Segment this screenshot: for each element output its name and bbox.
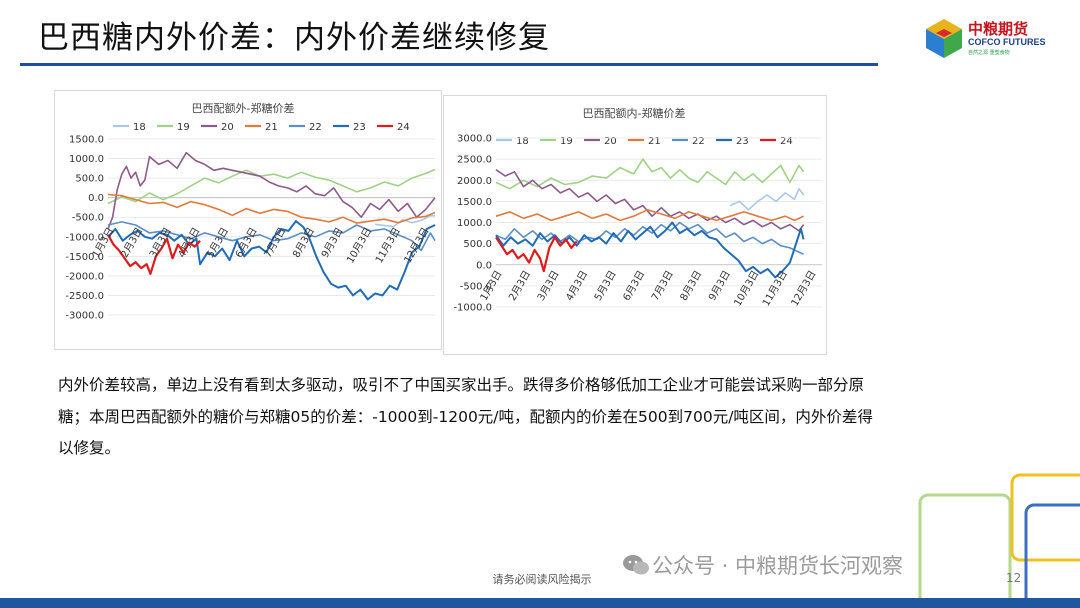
page-number: 12 — [1006, 571, 1022, 585]
series-line-22 — [107, 221, 436, 252]
series-line-23 — [107, 220, 436, 301]
series-line-18 — [729, 187, 805, 211]
logo-slogan: 自然之源 重塑食物 — [968, 50, 1010, 56]
series-line-19 — [107, 168, 436, 205]
y-tick-label: -500.0 — [72, 213, 104, 224]
series-line-23 — [495, 221, 805, 279]
series-line-21 — [107, 193, 436, 224]
legend-label-23: 23 — [353, 122, 366, 133]
y-tick-label: -2500.0 — [65, 291, 104, 302]
y-tick-label: 0.0 — [476, 260, 492, 271]
cofco-logo: 中粮期货 COFCO FUTURES 自然之源 重塑食物 — [922, 16, 1062, 60]
x-tick-label: 12月3日 — [789, 269, 819, 309]
y-tick-label: 1000.0 — [69, 154, 104, 165]
x-tick-label: 8月3日 — [290, 226, 317, 260]
legend-label-21: 21 — [265, 122, 278, 133]
legend-label-21: 21 — [648, 136, 661, 147]
series-line-20 — [495, 169, 805, 232]
x-tick-label: 11月3日 — [760, 269, 790, 309]
y-tick-label: -2000.0 — [65, 271, 104, 282]
wechat-icon — [623, 555, 649, 575]
analysis-paragraph: 内外价差较高，单边上没有看到太多驱动，吸引不了中国买家出手。跌得多价格够低加工企… — [58, 376, 873, 457]
legend-label-20: 20 — [221, 122, 234, 133]
x-tick-label: 12月3日 — [402, 226, 432, 266]
y-tick-label: -1500.0 — [65, 252, 104, 263]
series-line-20 — [107, 151, 436, 230]
legend-label-24: 24 — [780, 136, 793, 147]
y-tick-label: -1000.0 — [65, 232, 104, 243]
logo-cn: 中粮期货 — [968, 20, 1029, 38]
series-line-24 — [107, 234, 201, 275]
y-tick-label: 1000.0 — [457, 218, 492, 229]
y-tick-label: 1500.0 — [69, 135, 104, 146]
series-line-21 — [495, 209, 804, 222]
watermark-text: 公众号 · 中粮期货长河观察 — [652, 554, 904, 578]
legend-label-22: 22 — [692, 136, 705, 147]
y-tick-label: 0.0 — [88, 193, 104, 204]
legend-label-23: 23 — [736, 136, 749, 147]
legend-label-24: 24 — [397, 122, 410, 133]
title-divider — [20, 63, 878, 66]
y-tick-label: 2500.0 — [457, 155, 492, 166]
y-tick-label: -500.0 — [460, 281, 492, 292]
x-tick-label: 2月3日 — [118, 226, 145, 260]
x-tick-label: 11月3日 — [373, 226, 403, 266]
x-tick-label: 10月3日 — [732, 269, 762, 309]
series-line-22 — [495, 221, 804, 255]
cube-logo-icon — [926, 19, 962, 58]
risk-notice-text: 请务必阅读风险揭示 — [492, 573, 592, 586]
legend-label-18: 18 — [133, 122, 146, 133]
legend-label-20: 20 — [604, 136, 617, 147]
chart-outside-quota: 巴西配额外-郑糖价差 18 19 20 21 22 23 24 1500.0 1000.0 500.… — [54, 90, 442, 350]
bottom-bar — [0, 598, 1080, 608]
y-tick-label: -3000.0 — [65, 311, 104, 322]
y-tick-label: 500.0 — [463, 239, 492, 250]
chart-outside-quota-svg: 巴西配额外-郑糖价差 18 19 20 21 22 23 24 1500.0 1000.0 500.… — [65, 101, 436, 322]
y-tick-label: 2000.0 — [457, 176, 492, 187]
logo-en: COFCO FUTURES — [968, 37, 1046, 47]
series-line-19 — [495, 158, 805, 190]
y-tick-label: -1000.0 — [453, 303, 492, 314]
legend-label-22: 22 — [309, 122, 322, 133]
page-title: 巴西糖内外价差：内外价差继续修复 — [38, 20, 550, 56]
decorative-frames — [918, 473, 1080, 598]
risk-notice: 请务必阅读风险揭示 — [0, 571, 1080, 587]
legend-label-19: 19 — [177, 122, 190, 133]
chart-inside-quota: 巴西配额内-郑糖价差 18 19 20 21 22 23 24 3000.0 2500.0 2000… — [443, 95, 827, 355]
y-tick-label: 500.0 — [75, 174, 104, 185]
y-tick-label: 1500.0 — [457, 197, 492, 208]
chart-title: 巴西配额内-郑糖价差 — [583, 106, 686, 120]
legend-label-19: 19 — [560, 136, 573, 147]
y-tick-label: 3000.0 — [457, 134, 492, 145]
x-tick-label: 10月3日 — [344, 226, 374, 266]
chart-title: 巴西配额外-郑糖价差 — [192, 101, 295, 115]
series-line-24 — [495, 236, 578, 273]
chart-inside-quota-svg: 巴西配额内-郑糖价差 18 19 20 21 22 23 24 3000.0 2500.0 2000… — [453, 106, 822, 314]
x-tick-label: 7月3日 — [262, 226, 289, 260]
series-line-18 — [375, 214, 435, 228]
legend-label-18: 18 — [516, 136, 529, 147]
